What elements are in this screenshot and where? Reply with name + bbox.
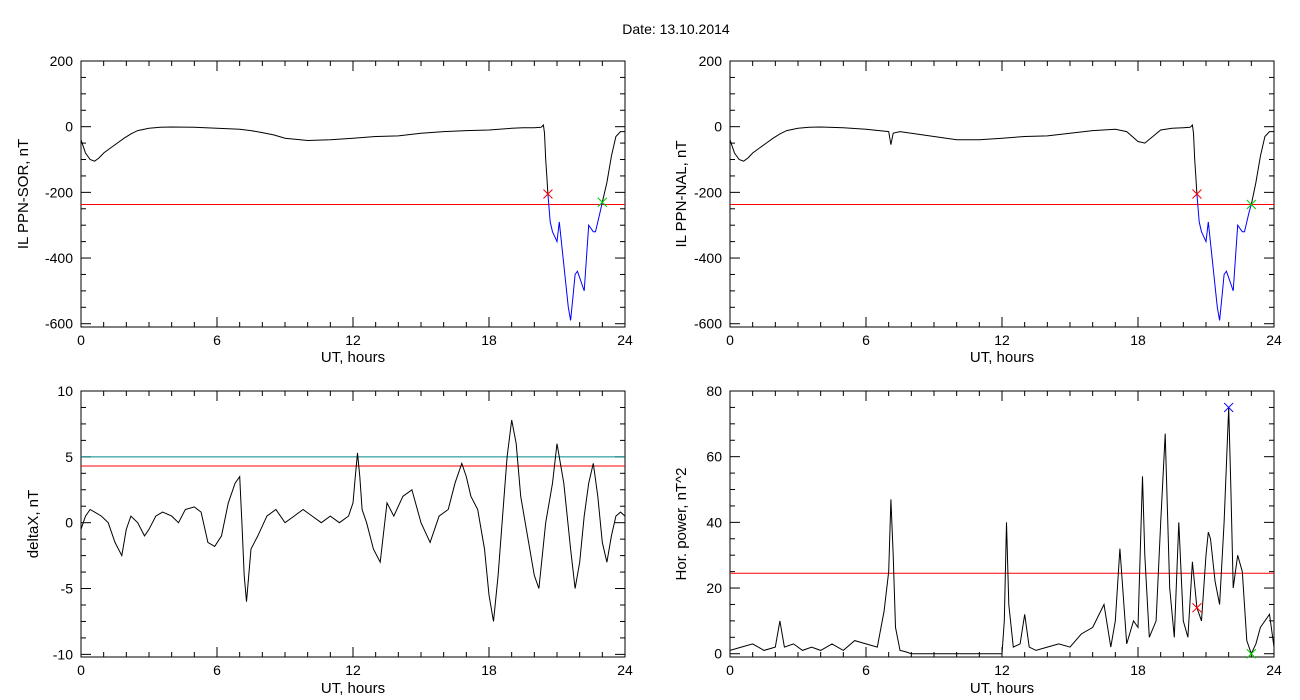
y-tick-label: 200 <box>699 53 723 69</box>
y-tick-label: 10 <box>57 383 73 399</box>
y-tick-label: 20 <box>706 580 722 596</box>
series-line <box>1196 193 1252 321</box>
x-tick-label: 0 <box>726 332 734 348</box>
marker-stroke <box>1223 402 1234 413</box>
x-tick-label: 18 <box>1130 332 1146 348</box>
y-tick-label: 0 <box>65 515 73 531</box>
x-tick-label: 12 <box>345 662 361 678</box>
figure-title: Date: 13.10.2014 <box>622 21 730 37</box>
x-tick-label: 24 <box>617 332 633 348</box>
y-tick-label: -200 <box>45 184 73 200</box>
event-marker <box>1246 648 1257 659</box>
event-marker <box>1223 402 1234 413</box>
panel-il-ppn-sor: IL PPN-SOR, nT UT, hours 0 6 12 18 24 -600 -40… <box>15 53 633 366</box>
series-line <box>729 123 1198 195</box>
y-tick-label: -400 <box>45 250 73 266</box>
y-tick-label: 0 <box>714 646 722 662</box>
marker-stroke <box>597 197 608 208</box>
y-tick-label: 60 <box>706 449 722 465</box>
y-tick-label: -600 <box>45 316 73 332</box>
x-tick-label: 0 <box>77 332 85 348</box>
series-line <box>80 419 626 622</box>
x-tick-label: 18 <box>481 332 497 348</box>
x-tick-label: 0 <box>77 662 85 678</box>
y-tick-label: -400 <box>694 250 722 266</box>
plot-frame <box>729 390 1275 658</box>
marker-stroke <box>543 189 553 199</box>
plot-frame <box>80 390 626 658</box>
y-tick-label: -200 <box>694 184 722 200</box>
panel-deltax: deltaX, nT UT, hours 0 6 12 18 24 -10 -5 0 5 10 <box>25 383 633 697</box>
ylabel: IL PPN-SOR, nT <box>15 139 32 249</box>
plot-frame <box>80 60 626 328</box>
event-marker <box>597 197 608 208</box>
x-tick-label: 6 <box>862 662 870 678</box>
event-marker <box>1246 199 1257 210</box>
marker-stroke <box>1192 189 1202 199</box>
y-tick-label: -5 <box>61 581 74 597</box>
ylabel: Hor. power, nT^2 <box>673 468 690 581</box>
y-tick-label: 80 <box>706 383 722 399</box>
panel-il-ppn-nal: IL PPN-NAL, nT UT, hours 0 6 12 18 24 -600 -40… <box>673 53 1282 366</box>
y-tick-label: 200 <box>50 53 74 69</box>
x-tick-label: 18 <box>481 662 497 678</box>
event-marker <box>1192 189 1202 199</box>
panel-hor-power: Hor. power, nT^2 UT, hours 0 6 12 18 24 0 20 40… <box>673 383 1282 697</box>
xlabel: UT, hours <box>321 349 385 366</box>
y-tick-label: 5 <box>65 449 73 465</box>
xlabel: UT, hours <box>970 680 1034 697</box>
y-tick-label: -10 <box>53 646 73 662</box>
series-line <box>80 123 549 195</box>
x-tick-label: 6 <box>213 662 221 678</box>
y-tick-label: -600 <box>694 316 722 332</box>
ylabel: deltaX, nT <box>25 490 42 558</box>
xlabel: UT, hours <box>321 680 385 697</box>
x-tick-label: 24 <box>617 662 633 678</box>
x-tick-label: 18 <box>1130 662 1146 678</box>
x-tick-label: 6 <box>213 332 221 348</box>
x-tick-label: 24 <box>1266 332 1282 348</box>
marker-stroke <box>1246 199 1257 210</box>
series-line <box>729 407 1275 656</box>
series-line <box>1250 131 1274 205</box>
xlabel: UT, hours <box>970 349 1034 366</box>
marker-stroke <box>1192 602 1202 613</box>
ylabel: IL PPN-NAL, nT <box>673 141 690 248</box>
x-tick-label: 6 <box>862 332 870 348</box>
x-tick-label: 12 <box>994 662 1010 678</box>
series-line <box>601 131 625 203</box>
x-tick-label: 12 <box>994 332 1010 348</box>
y-tick-label: 0 <box>65 119 73 135</box>
event-marker <box>1192 602 1202 613</box>
x-tick-label: 24 <box>1266 662 1282 678</box>
y-tick-label: 40 <box>706 514 722 530</box>
series-line <box>547 193 603 321</box>
x-tick-label: 0 <box>726 662 734 678</box>
y-tick-label: 0 <box>714 119 722 135</box>
event-marker <box>543 189 553 199</box>
marker-stroke <box>1246 648 1257 659</box>
plot-frame <box>729 60 1275 328</box>
x-tick-label: 12 <box>345 332 361 348</box>
